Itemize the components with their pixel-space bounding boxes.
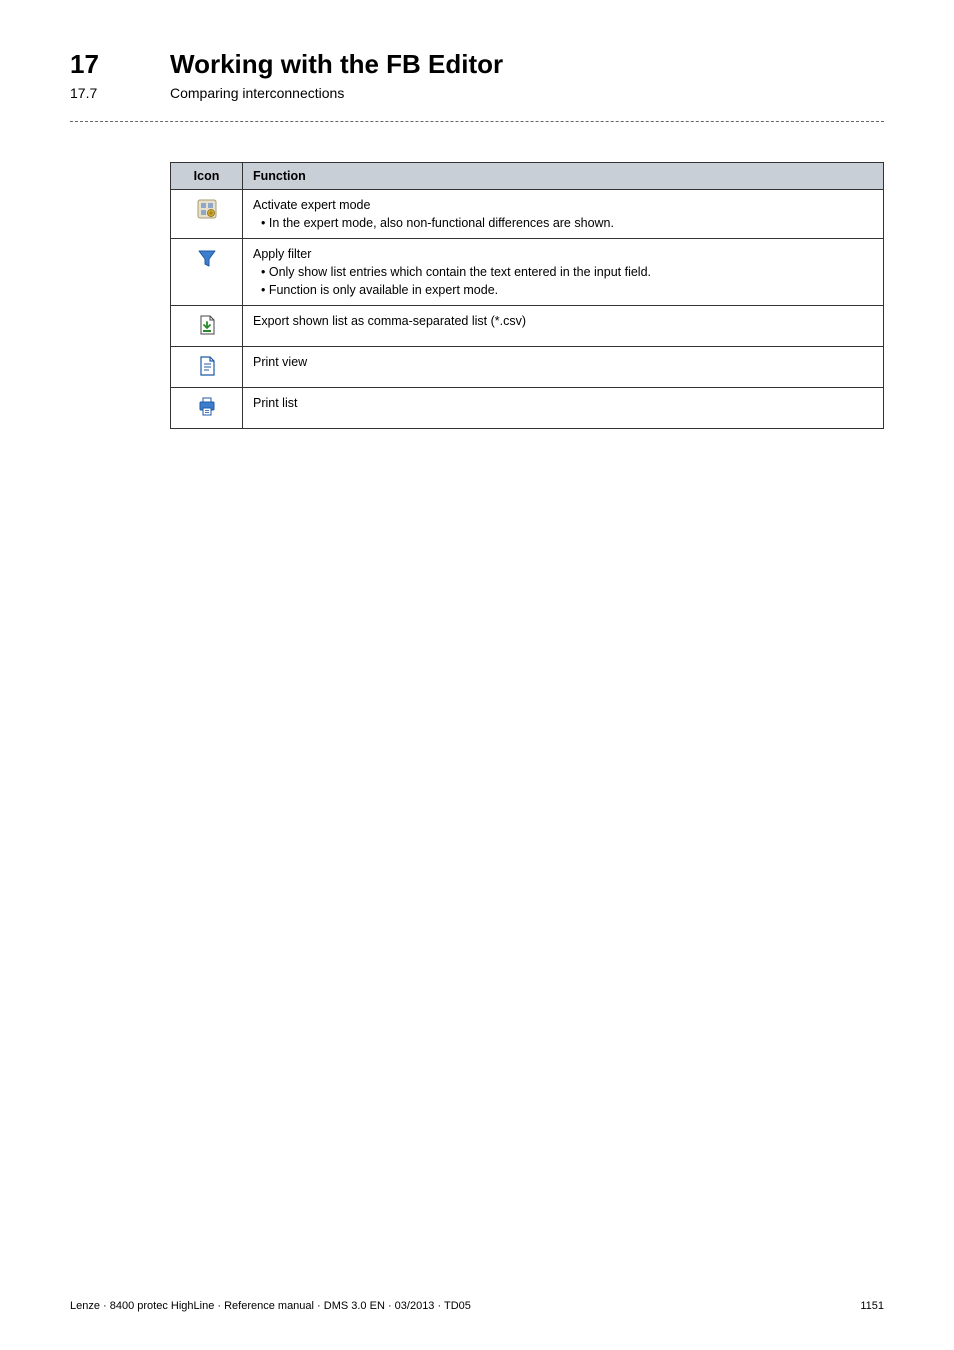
function-cell: Print list <box>243 388 884 429</box>
table-row: Activate expert mode• In the expert mode… <box>171 189 884 238</box>
function-cell: Apply filter• Only show list entries whi… <box>243 238 884 305</box>
function-main-text: Activate expert mode <box>253 196 873 214</box>
function-table: Icon Function Activate expert mode• In t… <box>170 162 884 430</box>
section-number: 17.7 <box>70 85 130 101</box>
table-row: Print view <box>171 347 884 388</box>
icon-cell <box>171 347 243 388</box>
footer-left: Lenze · 8400 protec HighLine · Reference… <box>70 1300 471 1312</box>
function-cell: Print view <box>243 347 884 388</box>
function-cell: Activate expert mode• In the expert mode… <box>243 189 884 238</box>
page-footer: Lenze · 8400 protec HighLine · Reference… <box>70 1300 884 1312</box>
function-bullet: • In the expert mode, also non-functiona… <box>261 214 873 232</box>
table-row: Print list <box>171 388 884 429</box>
function-main-text: Export shown list as comma-separated lis… <box>253 312 873 330</box>
function-cell: Export shown list as comma-separated lis… <box>243 306 884 347</box>
chapter-title: Working with the FB Editor <box>170 50 884 79</box>
icon-cell <box>171 388 243 429</box>
function-main-text: Apply filter <box>253 245 873 263</box>
filter-icon <box>196 247 218 269</box>
icon-cell <box>171 189 243 238</box>
section-title: Comparing interconnections <box>170 85 884 101</box>
footer-right: 1151 <box>860 1300 884 1312</box>
content-area: Icon Function Activate expert mode• In t… <box>170 162 884 430</box>
function-main-text: Print view <box>253 353 873 371</box>
function-bullet: • Function is only available in expert m… <box>261 281 873 299</box>
chapter-number: 17 <box>70 50 130 79</box>
function-bullet: • Only show list entries which contain t… <box>261 263 873 281</box>
page-header: 17 17.7 Working with the FB Editor Compa… <box>70 50 884 101</box>
print-view-icon <box>196 355 218 377</box>
export-csv-icon <box>196 314 218 336</box>
divider <box>70 121 884 122</box>
function-main-text: Print list <box>253 394 873 412</box>
table-header-row: Icon Function <box>171 162 884 189</box>
expert-mode-icon <box>196 198 218 220</box>
icon-cell <box>171 306 243 347</box>
print-list-icon <box>196 396 218 418</box>
header-icon: Icon <box>171 162 243 189</box>
chapter-column: 17 17.7 <box>70 50 130 101</box>
header-function: Function <box>243 162 884 189</box>
table-row: Apply filter• Only show list entries whi… <box>171 238 884 305</box>
table-row: Export shown list as comma-separated lis… <box>171 306 884 347</box>
title-column: Working with the FB Editor Comparing int… <box>170 50 884 101</box>
icon-cell <box>171 238 243 305</box>
